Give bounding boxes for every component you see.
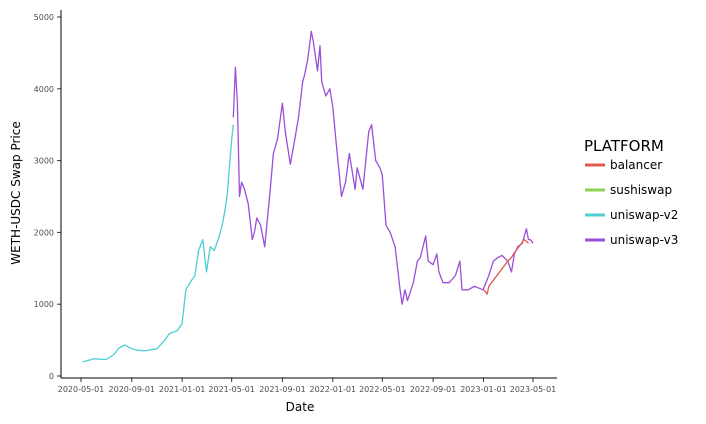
y-axis-title: WETH-USDC Swap Price — [9, 121, 23, 264]
legend: balancer sushiswap uniswap-v2 uniswap-v3 — [585, 158, 678, 247]
series-line-uniswap-v2 — [82, 124, 234, 363]
x-tick-label: 2021-01-01 — [159, 385, 206, 394]
legend-label-balancer: balancer — [610, 158, 662, 172]
x-tick-label: 2021-05-01 — [208, 385, 255, 394]
y-tick-label: 4000 — [34, 85, 54, 94]
legend-label-uniswap-v3: uniswap-v3 — [610, 233, 678, 247]
series-line-balancer — [483, 238, 529, 295]
y-tick-label: 1000 — [34, 300, 54, 309]
series-lines — [82, 30, 534, 363]
legend-label-sushiswap: sushiswap — [610, 183, 672, 197]
legend-title: PLATFORM — [584, 137, 664, 155]
series-line-uniswap-v3 — [232, 30, 534, 305]
x-tick-label: 2022-09-01 — [410, 385, 457, 394]
y-tick-label: 2000 — [34, 228, 54, 237]
x-tick-label: 2022-01-01 — [310, 385, 357, 394]
x-tick-label: 2021-09-01 — [259, 385, 306, 394]
x-tick-label: 2020-09-01 — [109, 385, 156, 394]
x-tick-label: 2023-05-01 — [510, 385, 557, 394]
y-tick-label: 5000 — [34, 13, 54, 22]
y-tick-label: 3000 — [34, 157, 54, 166]
y-axis-ticks: 0 1000 2000 3000 4000 5000 — [34, 13, 61, 381]
x-tick-label: 2023-01-01 — [460, 385, 507, 394]
y-tick-label: 0 — [49, 372, 54, 381]
x-axis-title: Date — [286, 400, 315, 414]
x-axis-ticks: 2020-05-01 2020-09-01 2021-01-01 2021-05-01… — [58, 378, 557, 394]
x-tick-label: 2020-05-01 — [58, 385, 105, 394]
legend-label-uniswap-v2: uniswap-v2 — [610, 208, 678, 222]
x-tick-label: 2022-05-01 — [359, 385, 406, 394]
